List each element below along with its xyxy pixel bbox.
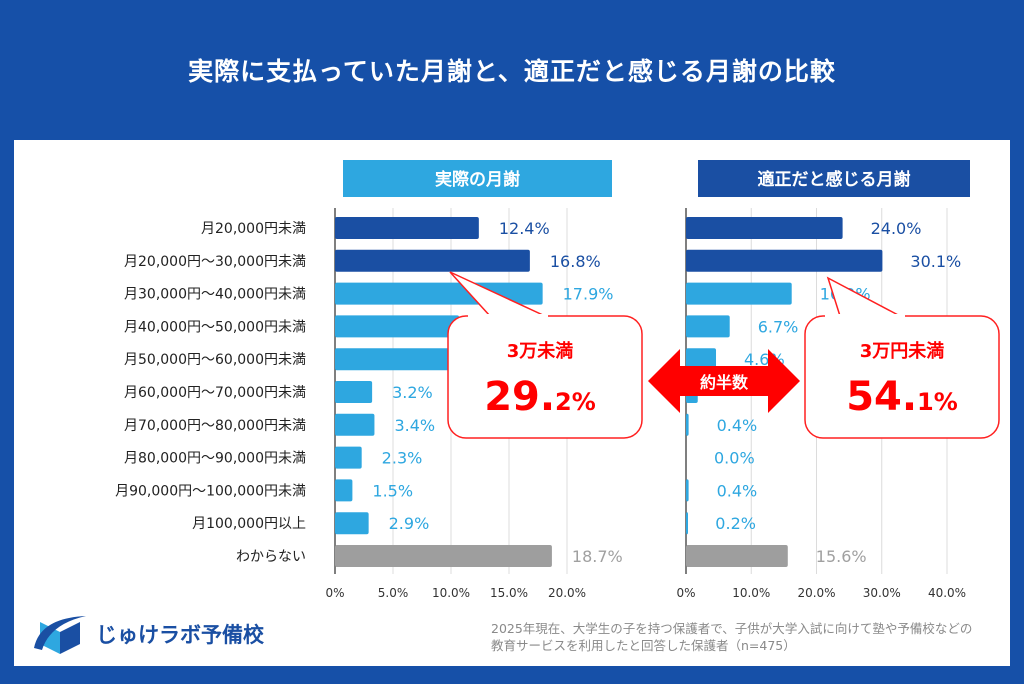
data-label: 15.6% [816,547,867,566]
chart-actual: 実際の月謝 0% 5.0% 10.0% 15.0% 20.0% 月20,000円未満 12.4… [115,160,623,600]
chart-title: 適正だと感じる月謝 [758,169,911,190]
tick-label: 40.0% [928,586,966,600]
tick-label: 20.0% [548,586,586,600]
bar [335,545,552,567]
bar [686,512,688,535]
bar [335,381,373,403]
note-line: 2025年現在、大学生の子を持つ保護者で、子供が大学入試に向けて塾や予備校などの [491,621,973,636]
category-label: 月50,000円〜60,000円未満 [124,352,306,368]
tick-label: 30.0% [863,586,901,600]
data-label: 17.9% [563,285,614,304]
category-label: 月80,000円〜90,000円未満 [124,451,306,467]
bar [686,348,717,371]
arrow-label: 約半数 [700,373,749,392]
data-label: 1.5% [372,481,413,500]
bar [335,479,353,502]
tick-label: 0% [325,586,344,600]
data-label: 30.1% [910,252,961,271]
survey-note: 2025年現在、大学生の子を持つ保護者で、子供が大学入試に向けて塾や予備校などの… [491,620,972,654]
category-label: 月60,000円〜70,000円未満 [124,385,306,401]
logo: じゅけラボ予備校 [30,612,264,656]
bar [686,479,689,502]
tick-label: 0% [676,586,695,600]
bar [335,315,460,338]
data-label: 6.7% [758,317,799,336]
category-label: 月20,000円未満 [201,221,306,237]
bar [686,315,730,338]
bar [335,348,454,371]
tick-label: 10.0% [732,586,770,600]
bar [335,249,530,272]
data-label: 2.9% [389,514,430,533]
callout-label: 3万未満 [507,340,574,362]
tick-label: 5.0% [378,586,409,600]
bar [335,413,375,436]
category-label: 月40,000円〜50,000円未満 [124,319,306,335]
chart-header [343,160,612,197]
bar [686,282,792,305]
bar [686,217,843,239]
logo-text: じゅけラボ予備校 [96,623,264,647]
data-label: 12.4% [499,219,550,238]
tick-label: 15.0% [490,586,528,600]
tick-label: 20.0% [797,586,835,600]
callout-value: 29.2% [484,374,596,420]
data-label: 3.4% [394,416,435,435]
data-label: 0.4% [717,481,758,500]
category-label: 月90,000円〜100,000円未満 [115,483,306,499]
double-arrow-icon [648,349,800,413]
data-label: 0.4% [717,416,758,435]
book-logo-icon [34,616,86,654]
category-label: 月20,000円〜30,000円未満 [124,254,306,270]
data-label: 0.0% [714,449,755,468]
category-label: 月30,000円〜40,000円未満 [124,287,306,303]
bar [686,545,788,567]
tick-label: 10.0% [432,586,470,600]
bar [686,249,883,272]
data-label: 2.3% [382,449,423,468]
callout-actual: 3万未満 29.2% [447,271,643,439]
callout-appropriate: 3万円未満 54.1% [804,276,1000,439]
callout-label: 3万円未満 [860,340,945,362]
data-label: 18.7% [572,547,623,566]
bar [335,446,362,469]
category-label: 月100,000円以上 [192,516,306,532]
page-title: 実際に支払っていた月謝と、適正だと感じる月謝の比較 [188,57,836,86]
bar [335,217,479,239]
data-label: 16.8% [550,252,601,271]
chart-header [698,160,970,197]
data-label: 3.2% [392,383,433,402]
category-label: わからない [236,549,306,565]
note-line: 教育サービスを利用したと回答した保護者（n=475） [491,638,796,653]
data-label: 0.2% [715,514,756,533]
bar [686,413,689,436]
bar [335,512,369,535]
category-label: 月70,000円〜80,000円未満 [124,418,306,434]
chart-title: 実際の月謝 [435,169,520,190]
data-label: 24.0% [871,219,922,238]
callout-value: 54.1% [846,374,958,420]
comparison-arrow: 約半数 [648,349,800,413]
